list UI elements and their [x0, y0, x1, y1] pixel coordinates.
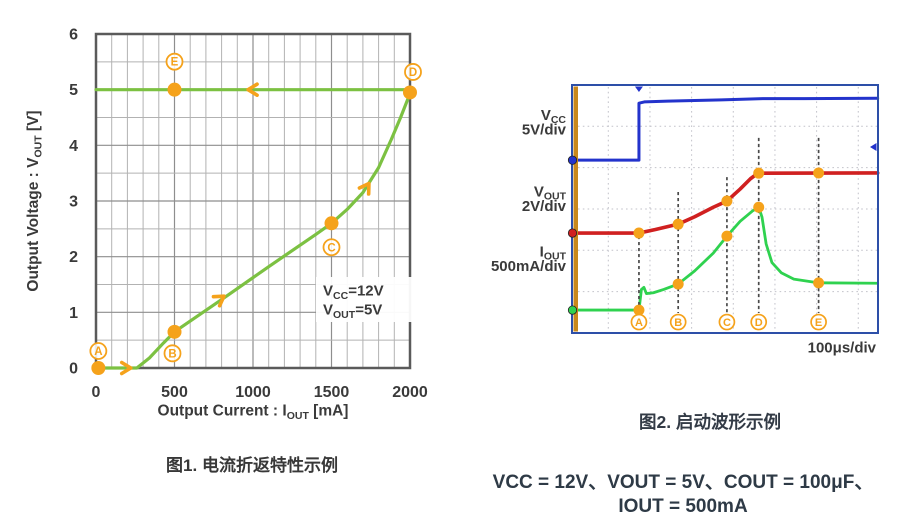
- trigger-position-marker: [634, 86, 643, 92]
- iout-channel-label: IOUT: [540, 244, 567, 263]
- vout-scale-label: 2V/div: [522, 198, 567, 215]
- vout-dot-A: [633, 227, 645, 239]
- data-point-E: [167, 82, 182, 97]
- event-label-ring-A: [630, 313, 648, 331]
- fig1-y-tick-labels: 0 1 2 3 4 5 6: [69, 27, 78, 378]
- trigger-level-marker: [870, 142, 877, 151]
- fig1-x-tick-4: 2000: [392, 384, 428, 401]
- event-label-ring-C: [718, 313, 736, 331]
- event-label-B: B: [674, 317, 682, 329]
- fig1-annotation-line2: VOUT=5V: [323, 302, 382, 322]
- fig1-y-tick-3: 3: [69, 194, 78, 211]
- event-label-ring-B: [669, 313, 687, 331]
- vout-dot-D: [753, 167, 765, 179]
- vcc-channel-label: VCC: [541, 107, 567, 126]
- channel-ground-marker-IOUT: [567, 305, 578, 315]
- fig1-y-tick-6: 6: [69, 27, 78, 44]
- scope-border: [571, 84, 879, 334]
- event-label-A: A: [635, 317, 643, 329]
- vout-dot-E: [813, 167, 825, 179]
- fig1-point-markers: A B C D E: [89, 52, 422, 375]
- vcc-scale-label: 5V/div: [522, 122, 567, 139]
- iout-dot-A: [633, 304, 645, 316]
- vout-channel-label: VOUT: [534, 184, 567, 203]
- curve-arrow: [119, 360, 133, 376]
- fig1-x-axis-title: Output Current : IOUT [mA]: [158, 403, 349, 423]
- point-label-A: A: [94, 346, 102, 358]
- channel-ground-marker-VCC: [567, 155, 578, 165]
- vout-dot-B: [672, 218, 684, 230]
- fig1-x-tick-0: 0: [92, 384, 101, 401]
- fig1-y-tick-5: 5: [69, 82, 78, 99]
- scope-timebase-label: 100μs/div: [808, 340, 877, 357]
- vout-dot-C: [721, 195, 733, 207]
- point-label-ring-B: [163, 344, 182, 363]
- curve-arrow: [357, 181, 371, 196]
- point-label-ring-E: [165, 52, 184, 71]
- fig1-annotation-box: [316, 277, 412, 322]
- scope-left-stripe: [573, 86, 578, 332]
- fig1-caption: 图1. 电流折返特性示例: [166, 456, 338, 475]
- fig1-annotation-line1: VCC=12V: [323, 283, 384, 303]
- iout-dot-C: [721, 230, 733, 242]
- fig1-y-axis-title: Output Voltage : VOUT [V]: [25, 110, 45, 291]
- trace-VCC: [575, 96, 880, 162]
- fig2-oscilloscope: A B C D E VCC 5V/div VOUT 2V/div IOUT 500mA/…: [491, 84, 880, 357]
- fig2-caption: 图2. 启动波形示例: [639, 412, 781, 432]
- data-point-C: [324, 216, 339, 231]
- scope-channel-markers: [567, 86, 877, 315]
- point-label-ring-A: [89, 342, 108, 360]
- foldback-curve: [94, 91, 412, 370]
- iout-scale-label: 500mA/div: [491, 258, 567, 275]
- event-label-E: E: [815, 317, 822, 329]
- channel-ground-marker-VOUT: [567, 228, 578, 238]
- scope-event-markers: A B C D E: [630, 167, 827, 331]
- fig1-x-tick-2: 1000: [235, 384, 271, 401]
- conditions-line-2: IOUT = 500mA: [618, 496, 748, 517]
- fig1-x-tick-1: 500: [161, 384, 188, 401]
- fig1-y-tick-1: 1: [69, 305, 78, 322]
- fig1-x-tick-3: 1500: [314, 384, 350, 401]
- point-label-C: C: [327, 242, 335, 254]
- fig2-test-conditions: VCC = 12V、VOUT = 5V、COUT = 100μF、 IOUT =…: [462, 471, 904, 519]
- data-point-B: [167, 324, 182, 339]
- scope-screen-background: [572, 85, 878, 333]
- data-point-A: [91, 361, 106, 375]
- event-label-C: C: [723, 317, 731, 329]
- data-point-D: [403, 85, 417, 100]
- fig1-y-tick-0: 0: [69, 361, 78, 378]
- curve-arrow: [211, 294, 226, 308]
- iout-dot-B: [672, 278, 684, 290]
- event-label-ring-E: [810, 313, 827, 331]
- curve-arrow: [246, 82, 259, 97]
- scope-channel-labels: VCC 5V/div VOUT 2V/div IOUT 500mA/div: [491, 107, 567, 275]
- iout-dot-D: [753, 201, 765, 213]
- point-label-ring-D: [404, 63, 422, 81]
- point-label-D: D: [409, 67, 417, 79]
- event-label-ring-D: [750, 313, 768, 331]
- fig1-y-tick-2: 2: [69, 249, 78, 266]
- iout-dot-E: [813, 277, 825, 289]
- conditions-line-1: VCC = 12V、VOUT = 5V、COUT = 100μF、: [492, 472, 874, 493]
- fig1-y-tick-4: 4: [69, 138, 78, 155]
- point-label-B: B: [168, 348, 176, 360]
- point-label-ring-C: [322, 238, 341, 257]
- event-label-D: D: [755, 317, 763, 329]
- point-label-E: E: [171, 57, 179, 69]
- trace-VOUT: [575, 171, 880, 235]
- fig1-plot-border: [94, 32, 412, 370]
- fig1-direction-arrows: [119, 82, 371, 376]
- fig1-x-tick-labels: 0 500 1000 1500 2000: [92, 384, 428, 401]
